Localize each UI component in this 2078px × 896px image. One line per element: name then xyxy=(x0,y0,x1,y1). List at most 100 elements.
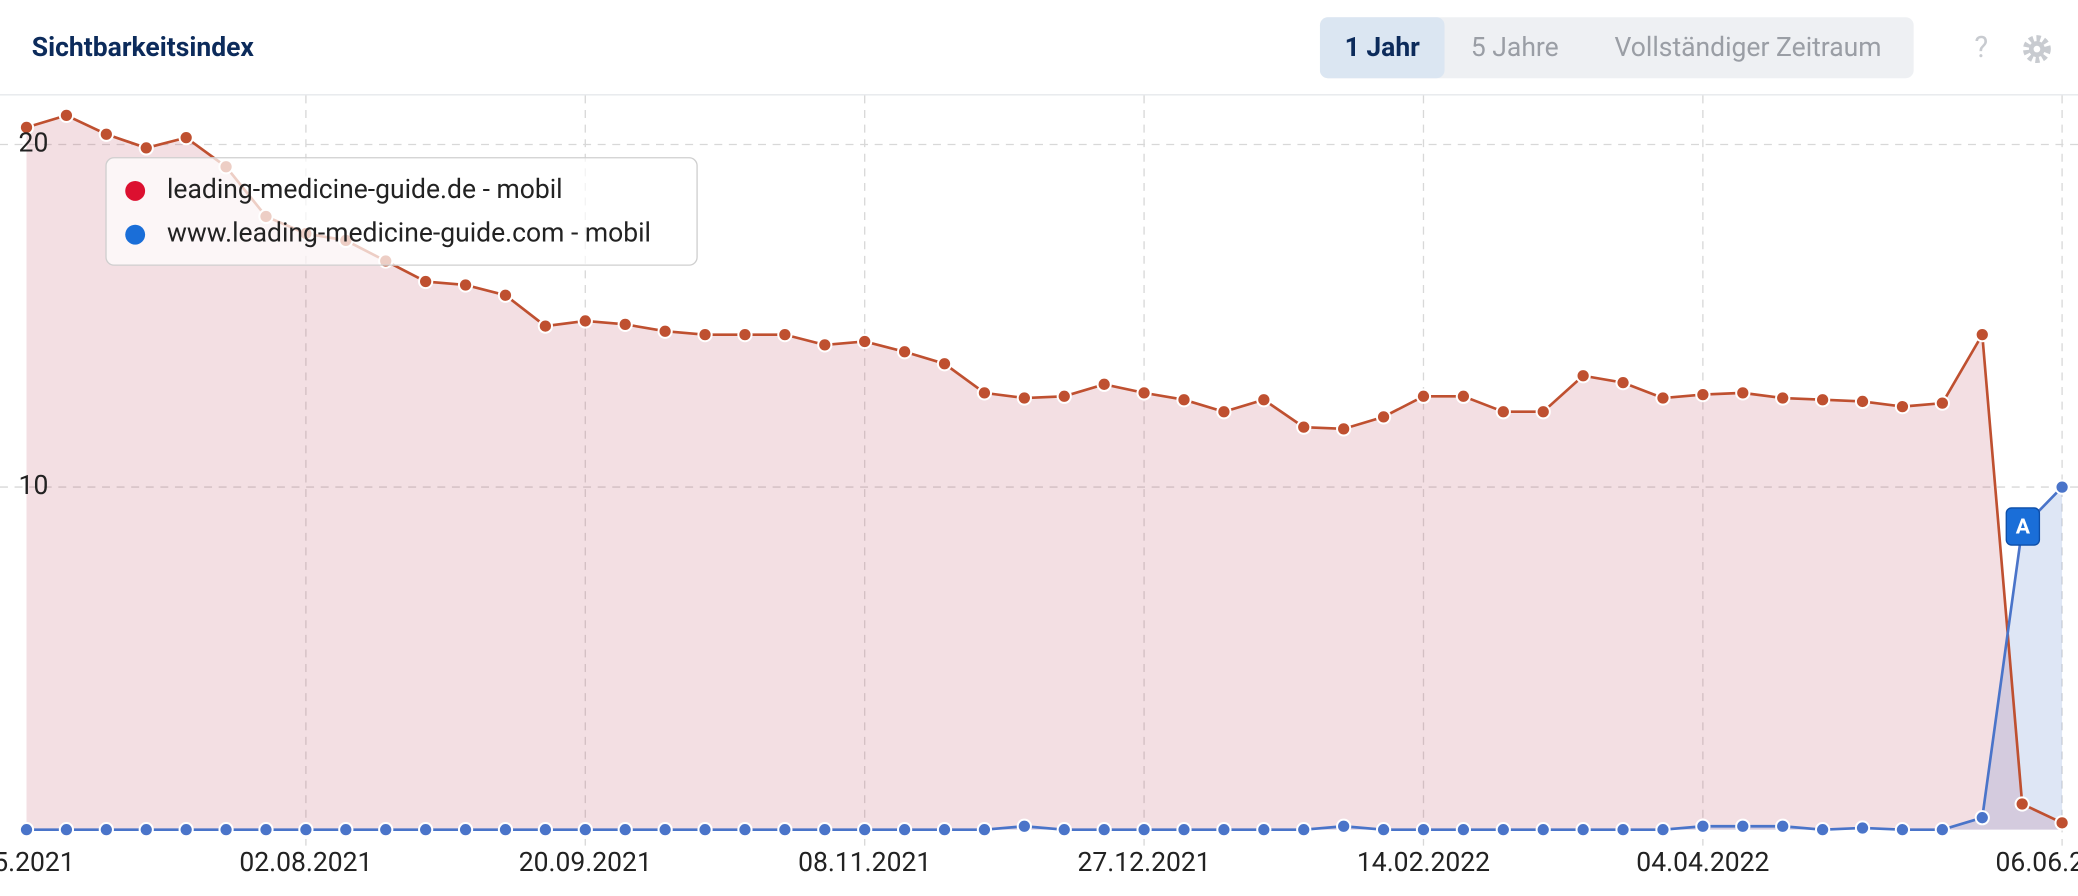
point xyxy=(1495,404,1511,420)
point xyxy=(1974,327,1990,343)
point xyxy=(1814,392,1831,408)
point xyxy=(1375,822,1392,838)
settings-icon[interactable] xyxy=(2023,35,2051,64)
x-tick-label: 02.08.2021 xyxy=(239,847,372,878)
point xyxy=(1216,404,1232,420)
point xyxy=(777,327,793,343)
point xyxy=(1096,822,1112,838)
point xyxy=(98,126,114,142)
point xyxy=(1016,390,1032,406)
line xyxy=(26,486,2064,832)
period-label: 5 Jahre xyxy=(1471,32,1559,63)
point xyxy=(817,822,833,838)
help-icon[interactable]: ? xyxy=(1974,31,1988,65)
point xyxy=(2054,815,2070,831)
point xyxy=(457,822,474,838)
point xyxy=(1575,822,1591,838)
point xyxy=(1814,822,1831,838)
point xyxy=(896,822,913,838)
point xyxy=(18,119,35,135)
point xyxy=(657,323,673,339)
point xyxy=(378,822,394,838)
point xyxy=(1974,810,1990,826)
legend-swatch xyxy=(125,180,146,201)
point xyxy=(1256,822,1272,838)
point xyxy=(537,822,554,838)
x-tick-label: 08.11.2021 xyxy=(798,847,931,878)
point xyxy=(577,313,593,329)
point xyxy=(497,287,514,303)
period-switch xyxy=(1319,17,1914,79)
point xyxy=(1775,390,1791,406)
point xyxy=(1336,818,1352,834)
legend-box xyxy=(105,157,698,266)
point xyxy=(1016,818,1032,834)
point xyxy=(857,333,873,350)
point xyxy=(2054,479,2070,495)
point xyxy=(1934,395,1950,411)
period-button[interactable]: Vollständiger Zeitraum xyxy=(1614,32,1881,63)
gear-hole xyxy=(2033,45,2041,53)
period-button[interactable]: 5 Jahre xyxy=(1471,32,1559,63)
point xyxy=(777,822,793,838)
x-tick-label: 20.09.2021 xyxy=(519,847,652,878)
annotation-label: A xyxy=(2016,514,2031,539)
point xyxy=(737,327,753,343)
point xyxy=(1575,368,1591,384)
point xyxy=(1296,822,1312,838)
point xyxy=(697,327,713,343)
point xyxy=(936,356,953,372)
point xyxy=(1256,392,1272,408)
point xyxy=(1455,822,1472,838)
point xyxy=(1934,822,1950,838)
point xyxy=(1136,822,1152,838)
x-tick-label: 06.06.2022 xyxy=(1996,847,2078,878)
x-tick-label: 04.04.2022 xyxy=(1636,847,1769,878)
point xyxy=(1655,822,1671,838)
point xyxy=(1535,404,1551,420)
point xyxy=(976,822,993,838)
point xyxy=(1615,822,1631,838)
point xyxy=(737,822,753,838)
point xyxy=(577,822,593,838)
legend-label: www.leading-medicine-guide.com - mobil xyxy=(167,218,651,249)
point xyxy=(1655,390,1671,406)
point xyxy=(657,822,673,838)
point xyxy=(697,822,713,838)
point xyxy=(1535,822,1551,838)
point xyxy=(1854,393,1871,410)
point xyxy=(1615,374,1631,391)
point xyxy=(1495,822,1511,838)
point xyxy=(418,822,434,838)
point xyxy=(1216,822,1232,838)
point xyxy=(338,822,354,838)
point xyxy=(1894,398,1911,415)
y-tick-label: 10 xyxy=(19,470,49,501)
point xyxy=(936,822,953,838)
point xyxy=(1056,822,1072,838)
point xyxy=(298,822,314,838)
area xyxy=(26,115,2063,830)
point xyxy=(857,822,873,838)
point xyxy=(1136,385,1152,401)
period-button[interactable]: 1 Jahr xyxy=(1319,17,1445,79)
x-tick-label: 27.12.2021 xyxy=(1078,847,1211,878)
point xyxy=(1056,388,1072,404)
point xyxy=(1415,822,1432,838)
point xyxy=(1176,392,1192,408)
point xyxy=(218,822,234,838)
legend-label: leading-medicine-guide.de - mobil xyxy=(167,174,563,205)
widget-title: Sichtbarkeitsindex xyxy=(32,32,255,63)
point xyxy=(1894,822,1911,838)
point xyxy=(1455,388,1472,404)
point xyxy=(178,130,194,146)
legend-swatch xyxy=(125,224,146,245)
point xyxy=(976,385,993,401)
point xyxy=(1176,822,1192,838)
point xyxy=(1775,818,1791,834)
point xyxy=(896,344,913,360)
point xyxy=(1854,820,1871,836)
point xyxy=(1096,376,1112,392)
